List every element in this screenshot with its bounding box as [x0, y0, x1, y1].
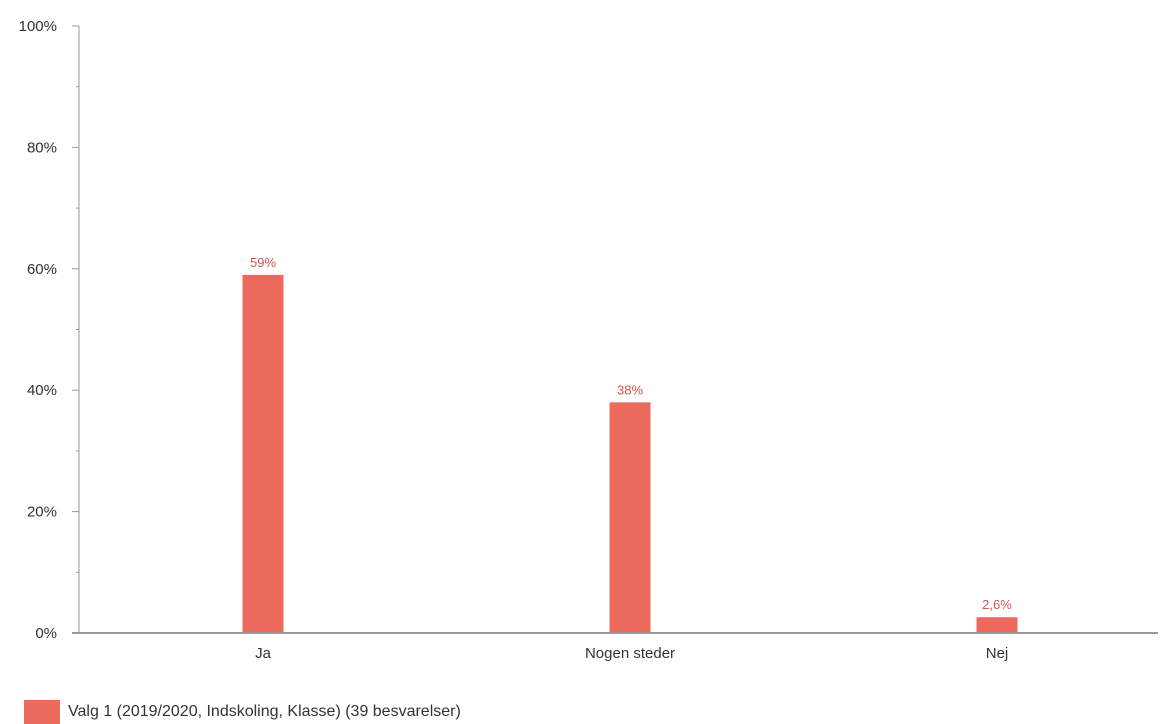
bar-chart: 0% 20% 40% 60% 80% 100% 59% 38% 2,6% Ja Nogen st…	[19, 18, 1158, 662]
bars: 59% 38% 2,6%	[242, 255, 1018, 633]
y-axis: 0% 20% 40% 60% 80% 100%	[19, 18, 79, 642]
bar[interactable]	[609, 402, 651, 633]
y-tick-label: 60%	[27, 261, 57, 278]
data-label: 59%	[250, 255, 276, 270]
y-tick-label: 100%	[19, 18, 57, 35]
data-label: 38%	[617, 382, 643, 397]
y-tick-label: 0%	[35, 625, 57, 642]
y-tick-label: 20%	[27, 504, 57, 521]
bar[interactable]	[976, 617, 1018, 633]
y-tick-label: 80%	[27, 139, 57, 156]
legend: Valg 1 (2019/2020, Indskoling, Klasse) (…	[24, 700, 461, 724]
legend-label: Valg 1 (2019/2020, Indskoling, Klasse) (…	[68, 703, 461, 720]
x-axis: Ja Nogen steder Nej	[255, 645, 1008, 662]
x-tick-label: Nogen steder	[585, 645, 675, 662]
y-tick-label: 40%	[27, 382, 57, 399]
bar[interactable]	[242, 274, 284, 633]
x-tick-label: Ja	[255, 645, 272, 662]
legend-swatch	[24, 700, 60, 724]
data-label: 2,6%	[982, 597, 1012, 612]
x-tick-label: Nej	[986, 645, 1009, 662]
